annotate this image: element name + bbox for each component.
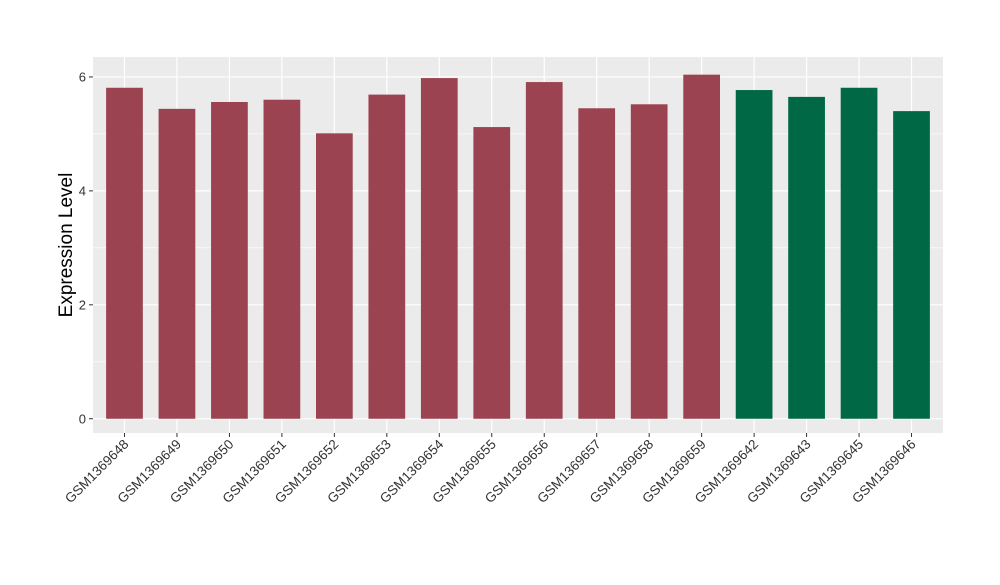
y-axis: 0 2 4 6 bbox=[79, 69, 93, 426]
y-tick-label: 6 bbox=[79, 69, 86, 84]
bar-GSM1369643 bbox=[788, 96, 825, 419]
bar-GSM1369657 bbox=[578, 108, 616, 419]
bar-GSM1369649 bbox=[158, 108, 196, 419]
bar-GSM1369653 bbox=[368, 94, 406, 419]
x-axis: GSM1369648GSM1369649GSM1369650GSM1369651… bbox=[62, 433, 919, 506]
bar-GSM1369659 bbox=[683, 74, 721, 419]
bar-GSM1369656 bbox=[525, 82, 563, 419]
bar-GSM1369648 bbox=[106, 87, 143, 419]
bar-GSM1369654 bbox=[420, 78, 458, 419]
y-axis-label: Expression Level bbox=[56, 173, 77, 318]
bar-GSM1369650 bbox=[211, 102, 248, 419]
bar-GSM1369651 bbox=[263, 99, 301, 419]
y-tick-label: 2 bbox=[79, 297, 86, 312]
bar-GSM1369646 bbox=[893, 111, 930, 419]
bar-GSM1369655 bbox=[473, 127, 511, 419]
bar-GSM1369658 bbox=[630, 104, 668, 419]
y-tick-label: 0 bbox=[79, 411, 86, 426]
bar-GSM1369642 bbox=[735, 90, 773, 419]
bar-GSM1369645 bbox=[840, 87, 878, 419]
bar-GSM1369652 bbox=[315, 133, 353, 419]
y-tick-label: 4 bbox=[79, 183, 86, 198]
bars bbox=[106, 74, 930, 419]
